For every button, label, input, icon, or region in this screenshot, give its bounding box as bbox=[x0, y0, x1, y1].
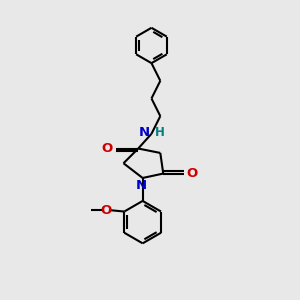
Text: N: N bbox=[136, 179, 147, 192]
Text: O: O bbox=[100, 204, 112, 217]
Text: O: O bbox=[101, 142, 112, 155]
Text: H: H bbox=[155, 126, 165, 140]
Text: O: O bbox=[187, 167, 198, 180]
Text: N: N bbox=[139, 126, 150, 140]
